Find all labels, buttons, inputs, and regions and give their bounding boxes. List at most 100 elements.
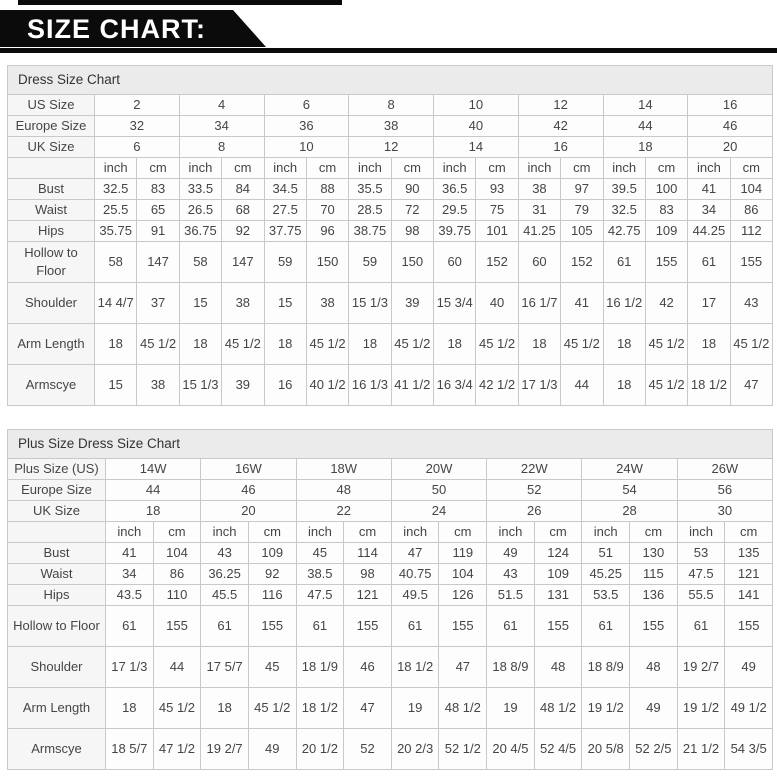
measure-cell: 18 1/2 — [390, 645, 440, 688]
measure-cell: 131 — [533, 583, 583, 606]
measure-cell: 40.75 — [390, 562, 440, 585]
measure-cell: 105 — [560, 219, 604, 242]
measure-cell: 41 1/2 — [390, 363, 435, 406]
measure-row: Shoulder 14 4/7 37 15 38 15 38 15 1/3 39 15 3/4 40… — [7, 281, 774, 324]
page-title: SIZE CHART: — [27, 14, 206, 44]
unit-cell: inch — [687, 157, 731, 179]
measure-row: Waist 25.5 65 26.5 68 27.5 70 28.5 72 29.5 75 31 79 3… — [7, 198, 774, 221]
row-label: Waist — [7, 198, 95, 221]
measure-cell: 155 — [343, 604, 392, 647]
measure-cell: 109 — [533, 562, 583, 585]
measure-cell: 92 — [247, 562, 297, 585]
measure-cell: 141 — [724, 583, 773, 606]
size-cell: 20 — [200, 499, 297, 522]
table-title: Plus Size Dress Size Chart — [7, 428, 773, 459]
unit-row: inch cm inch cm inch cm inch cm inch cm inch cm inch… — [7, 157, 774, 179]
measure-cell: 51.5 — [486, 583, 535, 606]
measure-cell: 47 — [438, 645, 488, 688]
measure-cell: 38.75 — [348, 219, 392, 242]
measure-cell: 39.5 — [602, 177, 646, 200]
measure-row: Armscye 15 38 15 1/3 39 16 40 1/2 16 1/3 41 1/2 1… — [7, 363, 774, 406]
measure-cell: 49 — [629, 686, 678, 729]
measure-cell: 65 — [136, 198, 180, 221]
row-label — [7, 520, 106, 543]
measure-cell: 35.75 — [93, 219, 138, 242]
measure-cell: 42.75 — [602, 219, 646, 242]
measure-cell: 55.5 — [676, 583, 726, 606]
measure-cell: 38 — [305, 281, 350, 324]
measure-cell: 36.5 — [432, 177, 477, 200]
row-label: Plus Size (US) — [7, 457, 106, 480]
measure-cell: 52 — [343, 727, 392, 770]
unit-cell: cm — [475, 157, 519, 179]
measure-cell: 54 3/5 — [724, 727, 773, 770]
measure-cell: 112 — [729, 219, 774, 242]
measure-cell: 45 — [295, 541, 345, 564]
measure-cell: 16 3/4 — [432, 363, 477, 406]
row-label: Hollow to Floor — [7, 604, 106, 647]
size-cell: 50 — [390, 478, 488, 501]
measure-cell: 61 — [687, 240, 731, 283]
unit-cell: cm — [438, 520, 488, 543]
measure-cell: 49 — [724, 645, 773, 688]
measure-cell: 61 — [200, 604, 249, 647]
measure-cell: 36.75 — [178, 219, 223, 242]
measure-cell: 45 1/2 — [560, 322, 604, 365]
measure-cell: 116 — [247, 583, 297, 606]
measure-cell: 53.5 — [581, 583, 631, 606]
measure-cell: 16 1/7 — [517, 281, 562, 324]
measure-cell: 18 — [687, 322, 731, 365]
measure-cell: 18 — [263, 322, 307, 365]
row-label: Shoulder — [7, 281, 95, 324]
measure-cell: 18 — [200, 686, 249, 729]
measure-row: Hollow to Floor 61 155 61 155 61 155 61 155 61 155… — [7, 604, 773, 647]
size-cell: 16 — [687, 94, 773, 117]
measure-cell: 18 5/7 — [105, 727, 154, 770]
measure-cell: 18 — [602, 363, 646, 406]
measure-cell: 119 — [438, 541, 488, 564]
measure-cell: 39 — [390, 281, 435, 324]
size-cell: 32 — [94, 115, 180, 138]
measure-cell: 26.5 — [178, 198, 223, 221]
size-cell: 38 — [348, 115, 434, 138]
measure-cell: 58 — [178, 240, 223, 283]
measure-cell: 15 1/3 — [178, 363, 223, 406]
measure-row: Arm Length 18 45 1/2 18 45 1/2 18 45 1/2 18 45 1… — [7, 322, 774, 365]
row-label: Europe Size — [7, 115, 95, 138]
measure-cell: 17 1/3 — [517, 363, 562, 406]
measure-cell: 72 — [390, 198, 435, 221]
unit-cell: cm — [629, 520, 678, 543]
size-row: Europe Size 44 46 48 50 52 54 56 — [7, 478, 774, 501]
size-row: UK Size 6 8 10 12 14 16 18 20 — [7, 136, 773, 159]
size-cell: 26W — [676, 457, 774, 480]
measure-cell: 61 — [390, 604, 440, 647]
measure-cell: 15 — [178, 281, 223, 324]
measure-cell: 20 5/8 — [581, 727, 631, 770]
unit-cell: cm — [343, 520, 392, 543]
measure-cell: 130 — [629, 541, 678, 564]
measure-cell: 59 — [263, 240, 307, 283]
measure-row: Bust 41 104 43 109 45 114 47 119 49 124 51 130 53 135 — [7, 541, 773, 564]
size-cell: 52 — [486, 478, 583, 501]
measure-cell: 34 — [105, 562, 154, 585]
size-row: UK Size 18 20 22 24 26 28 30 — [7, 499, 774, 522]
measure-cell: 150 — [390, 240, 435, 283]
measure-cell: 155 — [724, 604, 773, 647]
unit-cell: cm — [247, 520, 297, 543]
measure-cell: 52 1/2 — [438, 727, 488, 770]
measure-cell: 49 1/2 — [724, 686, 773, 729]
measure-row: Bust 32.5 83 33.5 84 34.5 88 35.5 90 36.5 93 38 97 39… — [7, 177, 774, 200]
measure-cell: 58 — [93, 240, 138, 283]
unit-cell: inch — [348, 157, 392, 179]
unit-cell: cm — [729, 157, 774, 179]
size-cell: 18 — [602, 136, 689, 159]
measure-cell: 19 1/2 — [581, 686, 631, 729]
size-cell: 22 — [295, 499, 392, 522]
size-cell: 6 — [263, 94, 350, 117]
measure-row: Hollow to Floor 58 147 58 147 59 150 59 150 60 152… — [7, 240, 774, 283]
size-cell: 46 — [200, 478, 297, 501]
measure-cell: 18 — [105, 686, 154, 729]
measure-cell: 155 — [152, 604, 202, 647]
measure-cell: 47 — [729, 363, 774, 406]
row-label: Armscye — [7, 363, 95, 406]
